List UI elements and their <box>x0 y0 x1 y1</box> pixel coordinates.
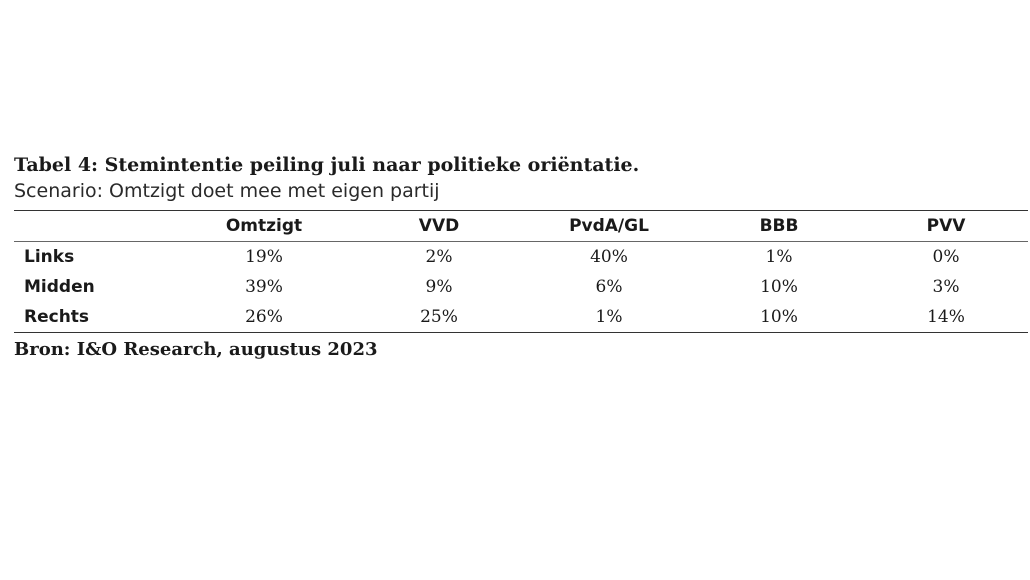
source-note: Bron: I&O Research, augustus 2023 <box>14 339 378 360</box>
header-rule <box>14 241 1028 242</box>
table-cell: 40% <box>590 247 628 267</box>
top-rule <box>14 210 1028 211</box>
table-title: Tabel 4: Stemintentie peiling juli naar … <box>14 154 640 176</box>
column-header: Omtzigt <box>225 216 303 236</box>
table-cell: 1% <box>765 247 793 267</box>
column-header: BBB <box>759 216 799 236</box>
column-header: PVV <box>926 216 966 236</box>
column-header: VVD <box>418 216 460 236</box>
row-label: Rechts <box>24 307 90 327</box>
bottom-rule <box>14 332 1028 333</box>
table-row: Rechts 26% 25% 1% 10% 14% <box>14 302 1028 332</box>
column-header: PvdA/GL <box>569 216 649 236</box>
table-subtitle: Scenario: Omtzigt doet mee met eigen par… <box>14 180 440 202</box>
table-cell: 6% <box>595 277 623 297</box>
table-row: Midden 39% 9% 6% 10% 3% <box>14 272 1028 302</box>
table-row: Links 19% 2% 40% 1% 0% <box>14 242 1028 272</box>
table-cell: 2% <box>425 247 453 267</box>
table-cell: 10% <box>760 277 798 297</box>
table-cell: 39% <box>245 277 283 297</box>
table-cell: 3% <box>932 277 960 297</box>
row-label: Links <box>24 247 75 267</box>
table-cell: 26% <box>245 307 283 327</box>
table-cell: 1% <box>595 307 623 327</box>
table-cell: 25% <box>420 307 458 327</box>
table-cell: 14% <box>927 307 965 327</box>
table-cell: 19% <box>245 247 283 267</box>
header-empty <box>14 211 174 241</box>
table-cell: 9% <box>425 277 453 297</box>
table-cell: 10% <box>760 307 798 327</box>
results-table: Omtzigt VVD PvdA/GL BBB PVV Links 19% 2%… <box>14 211 1028 332</box>
table-cell: 0% <box>932 247 960 267</box>
header-row: Omtzigt VVD PvdA/GL BBB PVV <box>14 211 1028 241</box>
row-label: Midden <box>24 277 95 297</box>
document: Tabel 4: Stemintentie peiling juli naar … <box>14 152 1028 363</box>
